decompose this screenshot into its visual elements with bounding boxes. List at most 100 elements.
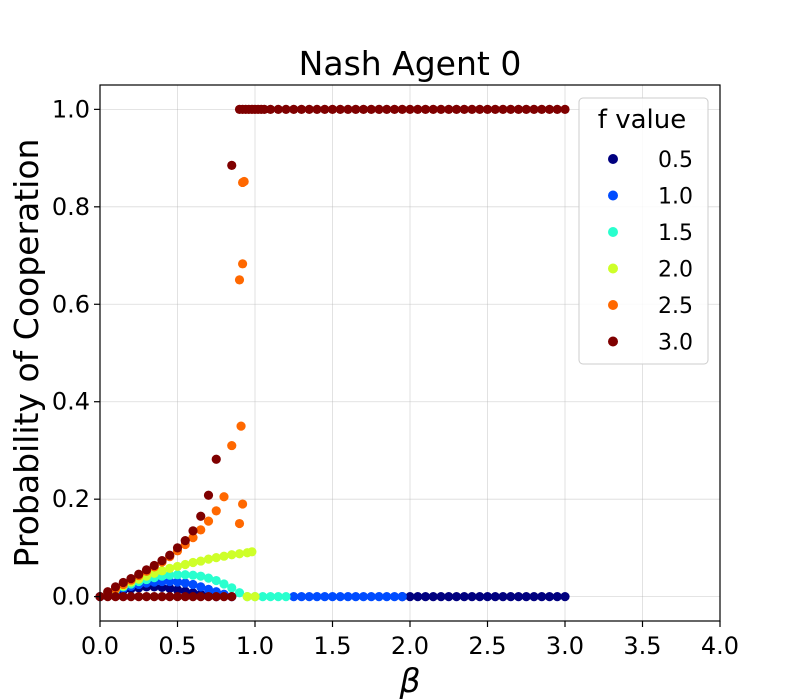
data-point: [296, 104, 307, 114]
data-point: [351, 592, 361, 602]
data-point: [420, 104, 431, 114]
data-point: [560, 104, 570, 114]
data-point: [358, 104, 369, 114]
legend-entry: 3.0: [608, 331, 693, 356]
data-point: [227, 160, 237, 170]
data-point: [374, 592, 384, 602]
data-point: [211, 506, 221, 516]
data-point: [250, 592, 260, 602]
x-axis-label: β: [398, 661, 420, 700]
data-point: [304, 592, 314, 602]
data-point: [165, 550, 175, 560]
legend-entry: 2.5: [608, 294, 693, 319]
data-point: [320, 592, 330, 602]
data-point: [227, 592, 237, 602]
data-point: [219, 492, 229, 502]
y-tick-label: 0.8: [52, 193, 90, 221]
data-point: [397, 592, 407, 602]
data-point: [211, 575, 221, 586]
data-point: [544, 104, 555, 114]
y-tick-label: 0.0: [52, 583, 90, 611]
data-point: [219, 579, 229, 589]
data-point: [513, 104, 524, 114]
data-point: [234, 275, 245, 285]
data-point: [521, 104, 531, 114]
data-point: [428, 592, 438, 602]
data-point: [157, 592, 167, 602]
data-point: [219, 551, 229, 561]
data-point: [196, 592, 206, 602]
data-point: [529, 104, 539, 114]
data-point: [459, 104, 469, 114]
legend-marker: [608, 336, 618, 347]
legend-label: 0.5: [658, 148, 693, 173]
data-point: [451, 104, 462, 114]
data-point: [506, 592, 516, 602]
x-tick-label: 2.5: [468, 632, 506, 660]
data-point: [428, 104, 438, 114]
data-point: [281, 104, 291, 114]
data-point: [172, 561, 183, 572]
data-point: [552, 592, 562, 602]
data-point: [413, 104, 423, 114]
data-point: [374, 104, 384, 114]
legend-marker: [608, 227, 618, 237]
data-point: [413, 592, 423, 602]
data-point: [234, 588, 245, 598]
data-point: [211, 454, 221, 464]
legend-label: 2.5: [658, 294, 693, 319]
data-point: [188, 579, 198, 590]
data-point: [203, 573, 214, 583]
data-point: [459, 592, 469, 602]
data-point: [126, 574, 136, 584]
data-point: [149, 592, 159, 602]
data-point: [141, 565, 152, 575]
data-point: [172, 570, 183, 580]
data-point: [351, 104, 361, 114]
data-point: [560, 592, 570, 602]
data-point: [327, 104, 338, 114]
data-point: [126, 592, 136, 602]
x-tick-label: 1.0: [236, 632, 274, 660]
data-point: [211, 592, 221, 602]
x-tick-label: 3.5: [623, 632, 661, 660]
data-point: [172, 585, 183, 595]
data-point: [247, 547, 257, 557]
data-point: [188, 570, 198, 580]
data-point: [196, 556, 206, 566]
data-point: [490, 592, 500, 602]
y-tick-label: 0.6: [52, 290, 90, 318]
data-point: [265, 104, 276, 114]
data-point: [203, 592, 214, 602]
data-point: [149, 560, 159, 571]
data-point: [165, 570, 175, 580]
data-point: [273, 104, 283, 114]
data-point: [180, 559, 190, 570]
data-point: [196, 582, 206, 592]
data-point: [397, 104, 407, 114]
legend-box: [578, 97, 709, 365]
data-point: [436, 592, 446, 602]
data-point: [467, 592, 477, 602]
data-point: [265, 592, 276, 602]
data-point: [482, 104, 493, 114]
data-point: [172, 577, 183, 587]
data-point: [289, 592, 299, 602]
data-point: [289, 104, 299, 114]
data-point: [529, 592, 539, 602]
data-point: [188, 533, 198, 543]
y-axis-ticks: 0.0 0.2 0.4 0.6 0.8 1.0: [52, 95, 100, 611]
data-point: [203, 554, 214, 564]
data-point: [236, 421, 246, 431]
data-point: [180, 536, 190, 546]
data-point: [180, 592, 190, 602]
data-point: [180, 570, 190, 580]
data-point: [110, 592, 121, 602]
data-point: [506, 104, 516, 114]
data-point: [358, 592, 369, 602]
data-point: [227, 550, 237, 560]
legend: f value 0.5 1.0 1.5 2.0 2.5 3.0: [578, 97, 709, 365]
data-point: [537, 104, 547, 114]
data-point: [335, 592, 345, 602]
